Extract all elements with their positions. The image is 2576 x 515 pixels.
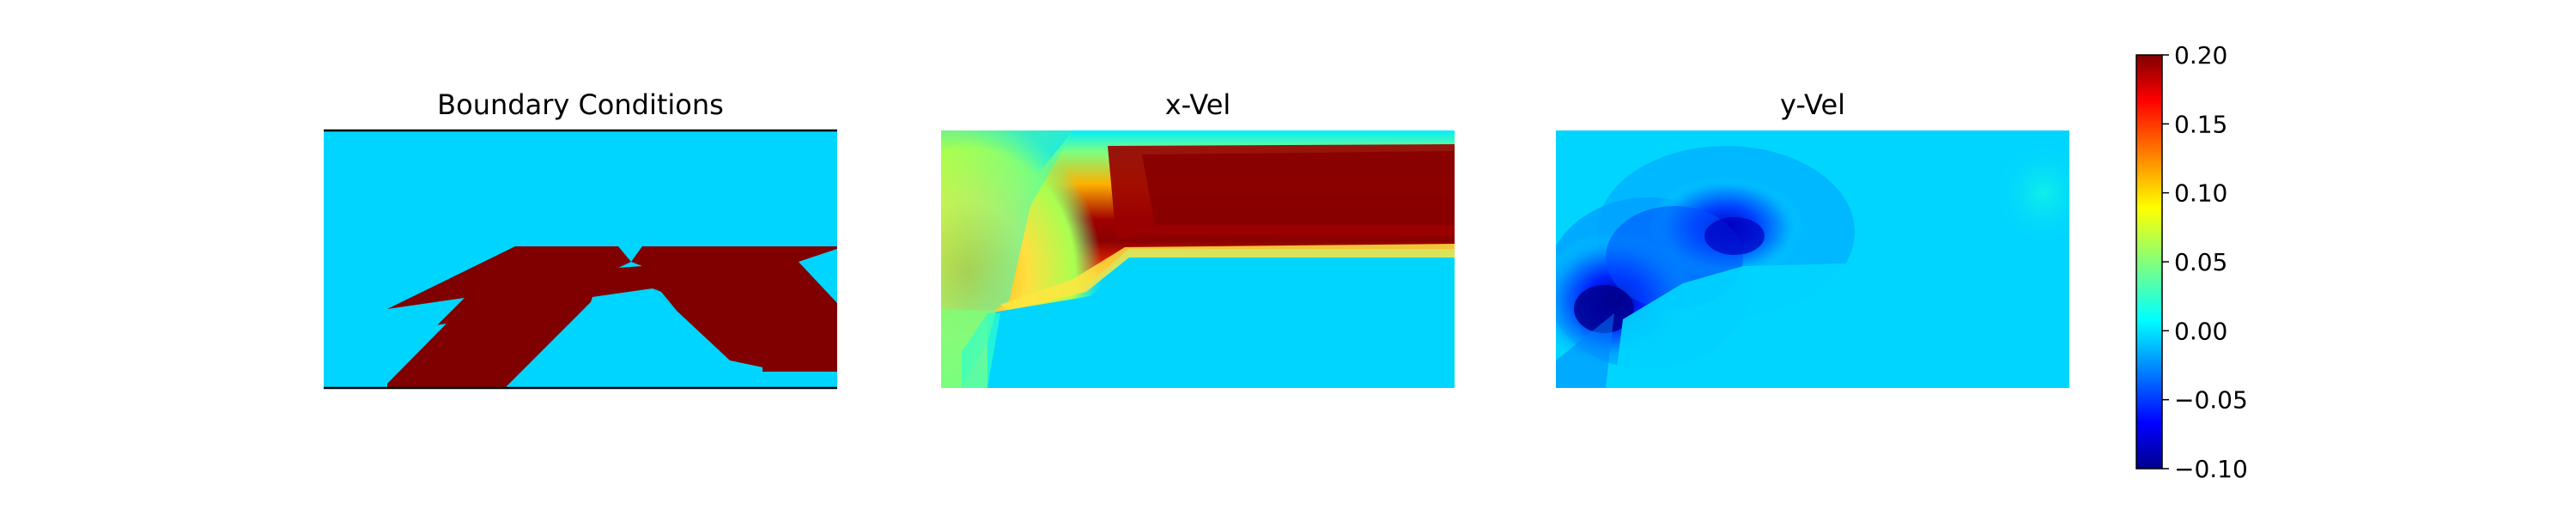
panel-boundary-conditions: Boundary Conditions bbox=[324, 88, 837, 390]
panel-x-vel: x-Vel bbox=[941, 88, 1455, 388]
panel-y-vel: y-Vel bbox=[1556, 88, 2069, 388]
bc-obstacle bbox=[387, 246, 837, 388]
panel-title-x-vel: x-Vel bbox=[1165, 88, 1231, 121]
colorbar-tick-label: 0.00 bbox=[2174, 317, 2227, 345]
x-vel-field bbox=[941, 130, 1455, 388]
colorbar-tick-label: −0.10 bbox=[2174, 455, 2248, 483]
colorbar-tick-label: 0.15 bbox=[2174, 110, 2227, 138]
colorbar-ticks: 0.20 0.15 0.10 0.05 0.00 −0.05 −0.10 bbox=[2162, 41, 2248, 483]
colorbar-gradient bbox=[2136, 54, 2163, 470]
bc-fluid-gaps bbox=[387, 249, 837, 388]
colorbar: 0.20 0.15 0.10 0.05 0.00 −0.05 −0.10 bbox=[2136, 41, 2248, 483]
y-vel-field bbox=[1556, 130, 2069, 388]
colorbar-tick-label: 0.20 bbox=[2174, 41, 2227, 70]
colorbar-tick-label: 0.05 bbox=[2174, 248, 2227, 276]
colorbar-tick-label: 0.10 bbox=[2174, 179, 2227, 208]
colorbar-tick-label: −0.05 bbox=[2174, 386, 2248, 415]
panel-title-boundary-conditions: Boundary Conditions bbox=[437, 88, 724, 121]
panel-title-y-vel: y-Vel bbox=[1780, 88, 1845, 121]
